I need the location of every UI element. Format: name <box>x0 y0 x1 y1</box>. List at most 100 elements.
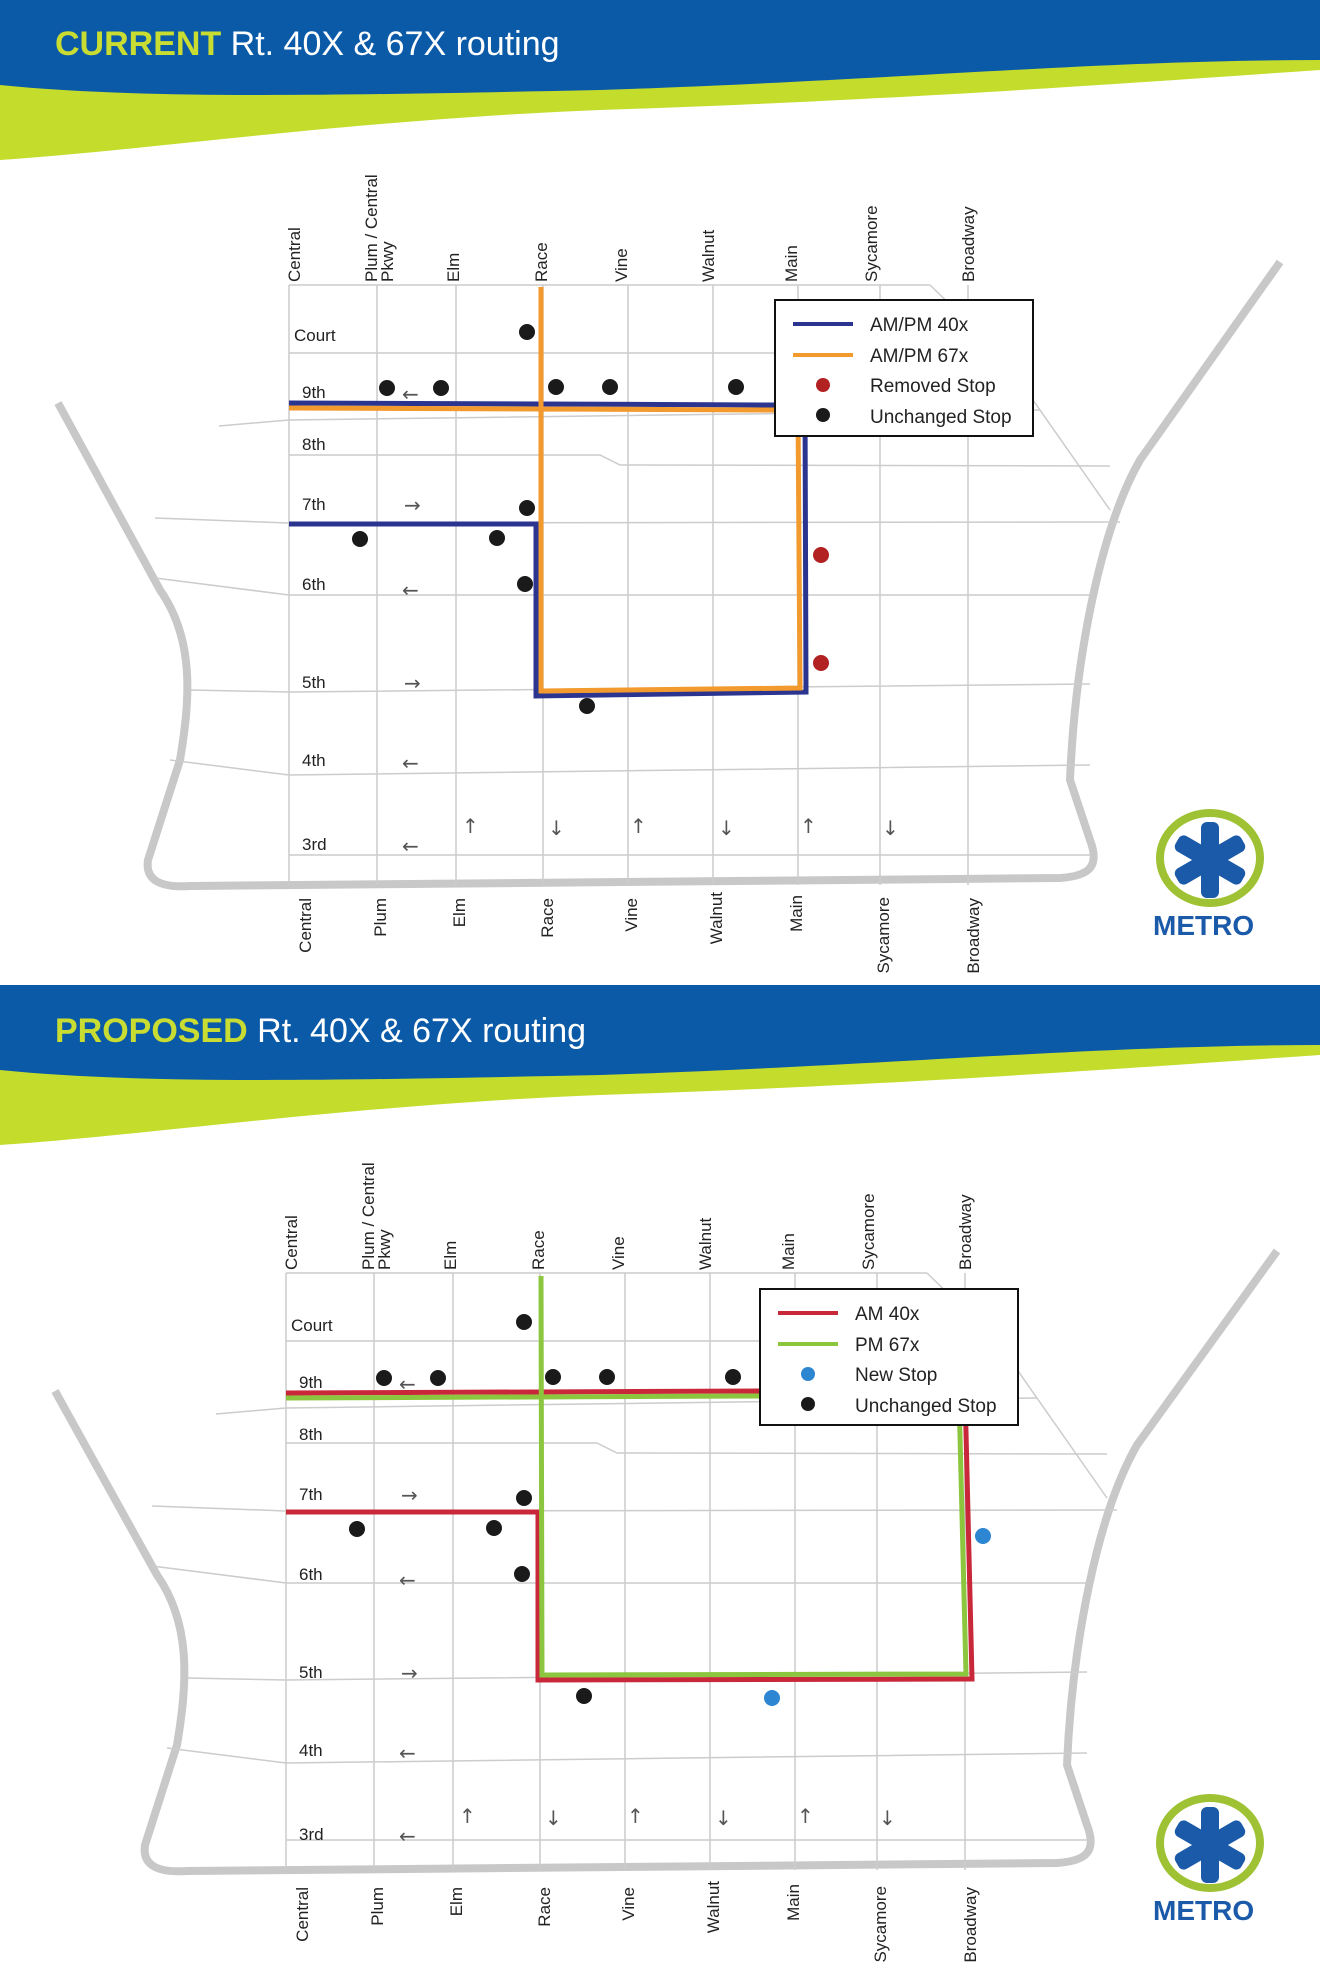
bottom-label-vine: Vine <box>619 1887 638 1921</box>
arrow-left: ← <box>399 1741 416 1765</box>
route-67x-line <box>285 1275 969 1678</box>
unchanged-stop <box>576 1688 592 1704</box>
asterisk-icon <box>1174 822 1246 898</box>
street-label-7th: 7th <box>299 1485 323 1504</box>
unchanged-stop <box>579 698 595 714</box>
current-map: CURRENT Rt. 40X & 67X routing <box>0 0 1320 974</box>
legend-swatch-unchanged <box>801 1397 815 1411</box>
legend-swatch-removed <box>816 378 830 392</box>
street-label-court: Court <box>291 1316 333 1335</box>
proposed-routing-panel: PROPOSED Rt. 40X & 67X routing <box>0 985 1320 1970</box>
unchanged-stop <box>519 324 535 340</box>
street-label-3rd: 3rd <box>299 1825 324 1844</box>
bottom-street-labels: Central Plum Elm Race Vine Walnut Main S… <box>296 892 983 974</box>
header-banner: CURRENT Rt. 40X & 67X routing <box>0 0 1320 160</box>
arrow-up: ↑ <box>800 814 817 838</box>
bottom-label-walnut: Walnut <box>707 892 726 945</box>
bottom-label-central: Central <box>296 898 315 953</box>
legend-label-67x: PM 67x <box>855 1335 920 1356</box>
cross-street-labels: Court 9th 8th 7th 6th 5th 4th 3rd <box>291 1316 333 1844</box>
top-label-walnut: Walnut <box>696 1217 715 1270</box>
unchanged-stop <box>433 380 449 396</box>
stops <box>349 1314 991 1706</box>
legend-label-40x: AM 40x <box>855 1304 920 1325</box>
route-40x-line <box>288 400 809 699</box>
downtown-outline <box>51 1248 1281 1876</box>
top-label-race: Race <box>532 242 551 282</box>
top-label-main: Main <box>782 245 801 282</box>
arrow-down: ↓ <box>715 1806 732 1830</box>
legend-label-unchanged: Unchanged Stop <box>855 1396 997 1417</box>
current-routing-panel: CURRENT Rt. 40X & 67X routing <box>0 0 1320 974</box>
top-label-broadway: Broadway <box>959 206 978 282</box>
header-banner: PROPOSED Rt. 40X & 67X routing <box>0 985 1320 1145</box>
unchanged-stop <box>352 531 368 547</box>
arrow-left: ← <box>402 578 419 602</box>
arrow-left: ← <box>402 751 419 775</box>
legend: AM 40x PM 67x New Stop Unchanged Stop <box>759 1288 1019 1426</box>
bottom-label-elm: Elm <box>450 898 469 927</box>
top-label-pkwy: Pkwy <box>375 1229 394 1270</box>
downtown-outline <box>54 259 1284 891</box>
arrow-up: ↑ <box>627 1804 644 1828</box>
cross-street-labels: Court 9th 8th 7th 6th 5th 4th 3rd <box>294 326 336 854</box>
routes <box>288 287 809 699</box>
street-label-9th: 9th <box>299 1373 323 1392</box>
top-street-labels: Central Plum / Central Pkwy Elm Race Vin… <box>282 1162 975 1270</box>
arrow-right: → <box>401 1483 418 1507</box>
top-label-race: Race <box>529 1230 548 1270</box>
bottom-label-race: Race <box>535 1887 554 1927</box>
arrow-down: ↓ <box>718 816 735 840</box>
street-label-5th: 5th <box>299 1663 323 1682</box>
top-label-elm: Elm <box>441 1241 460 1270</box>
street-label-8th: 8th <box>299 1425 323 1444</box>
arrow-left: ← <box>399 1568 416 1592</box>
top-label-sycamore: Sycamore <box>862 205 881 282</box>
unchanged-stop <box>486 1520 502 1536</box>
logo-text: METRO <box>1153 910 1254 941</box>
bottom-label-main: Main <box>784 1884 803 1921</box>
logo-text: METRO <box>1153 1895 1254 1926</box>
bottom-street-labels: Central Plum Elm Race Vine Walnut Main S… <box>293 1881 980 1963</box>
panel-title: CURRENT Rt. 40X & 67X routing <box>55 25 560 63</box>
top-label-central: Central <box>285 227 304 282</box>
metro-logo: METRO <box>1153 1794 1264 1926</box>
top-label-plum-central: Plum / Central <box>362 174 381 282</box>
legend: AM/PM 40x AM/PM 67x Removed Stop Unchang… <box>774 299 1034 437</box>
top-label-sycamore: Sycamore <box>859 1193 878 1270</box>
panel-title: PROPOSED Rt. 40X & 67X routing <box>55 1012 586 1050</box>
arrow-right: → <box>404 493 421 517</box>
legend-label-67x: AM/PM 67x <box>870 346 969 367</box>
bottom-label-elm: Elm <box>447 1887 466 1916</box>
top-label-main: Main <box>779 1233 798 1270</box>
legend-label-removed: Removed Stop <box>870 376 996 397</box>
unchanged-stop <box>376 1370 392 1386</box>
new-stop <box>975 1528 991 1544</box>
unchanged-stop <box>545 1369 561 1385</box>
route-67x-line <box>288 287 803 694</box>
street-label-4th: 4th <box>302 751 326 770</box>
top-label-broadway: Broadway <box>956 1194 975 1270</box>
unchanged-stop <box>728 379 744 395</box>
arrow-up: ↑ <box>797 1804 814 1828</box>
bottom-label-plum: Plum <box>368 1887 387 1926</box>
arrow-left: ← <box>402 834 419 858</box>
arrow-right: → <box>401 1661 418 1685</box>
top-label-plum-central: Plum / Central <box>359 1162 378 1270</box>
asterisk-icon <box>1174 1807 1246 1883</box>
street-label-9th: 9th <box>302 383 326 402</box>
arrow-right: → <box>404 671 421 695</box>
removed-stop <box>813 655 829 671</box>
unchanged-stop <box>489 530 505 546</box>
top-label-vine: Vine <box>612 248 631 282</box>
arrow-down: ↓ <box>548 816 565 840</box>
arrow-down: ↓ <box>879 1806 896 1830</box>
unchanged-stop <box>514 1566 530 1582</box>
route-40x-line <box>285 1388 975 1683</box>
street-label-court: Court <box>294 326 336 345</box>
bottom-label-sycamore: Sycamore <box>871 1886 890 1963</box>
arrow-up: ↑ <box>630 814 647 838</box>
top-street-labels: Central Plum / Central Pkwy Elm Race Vin… <box>285 174 978 282</box>
top-label-elm: Elm <box>444 253 463 282</box>
bottom-label-race: Race <box>538 898 557 938</box>
